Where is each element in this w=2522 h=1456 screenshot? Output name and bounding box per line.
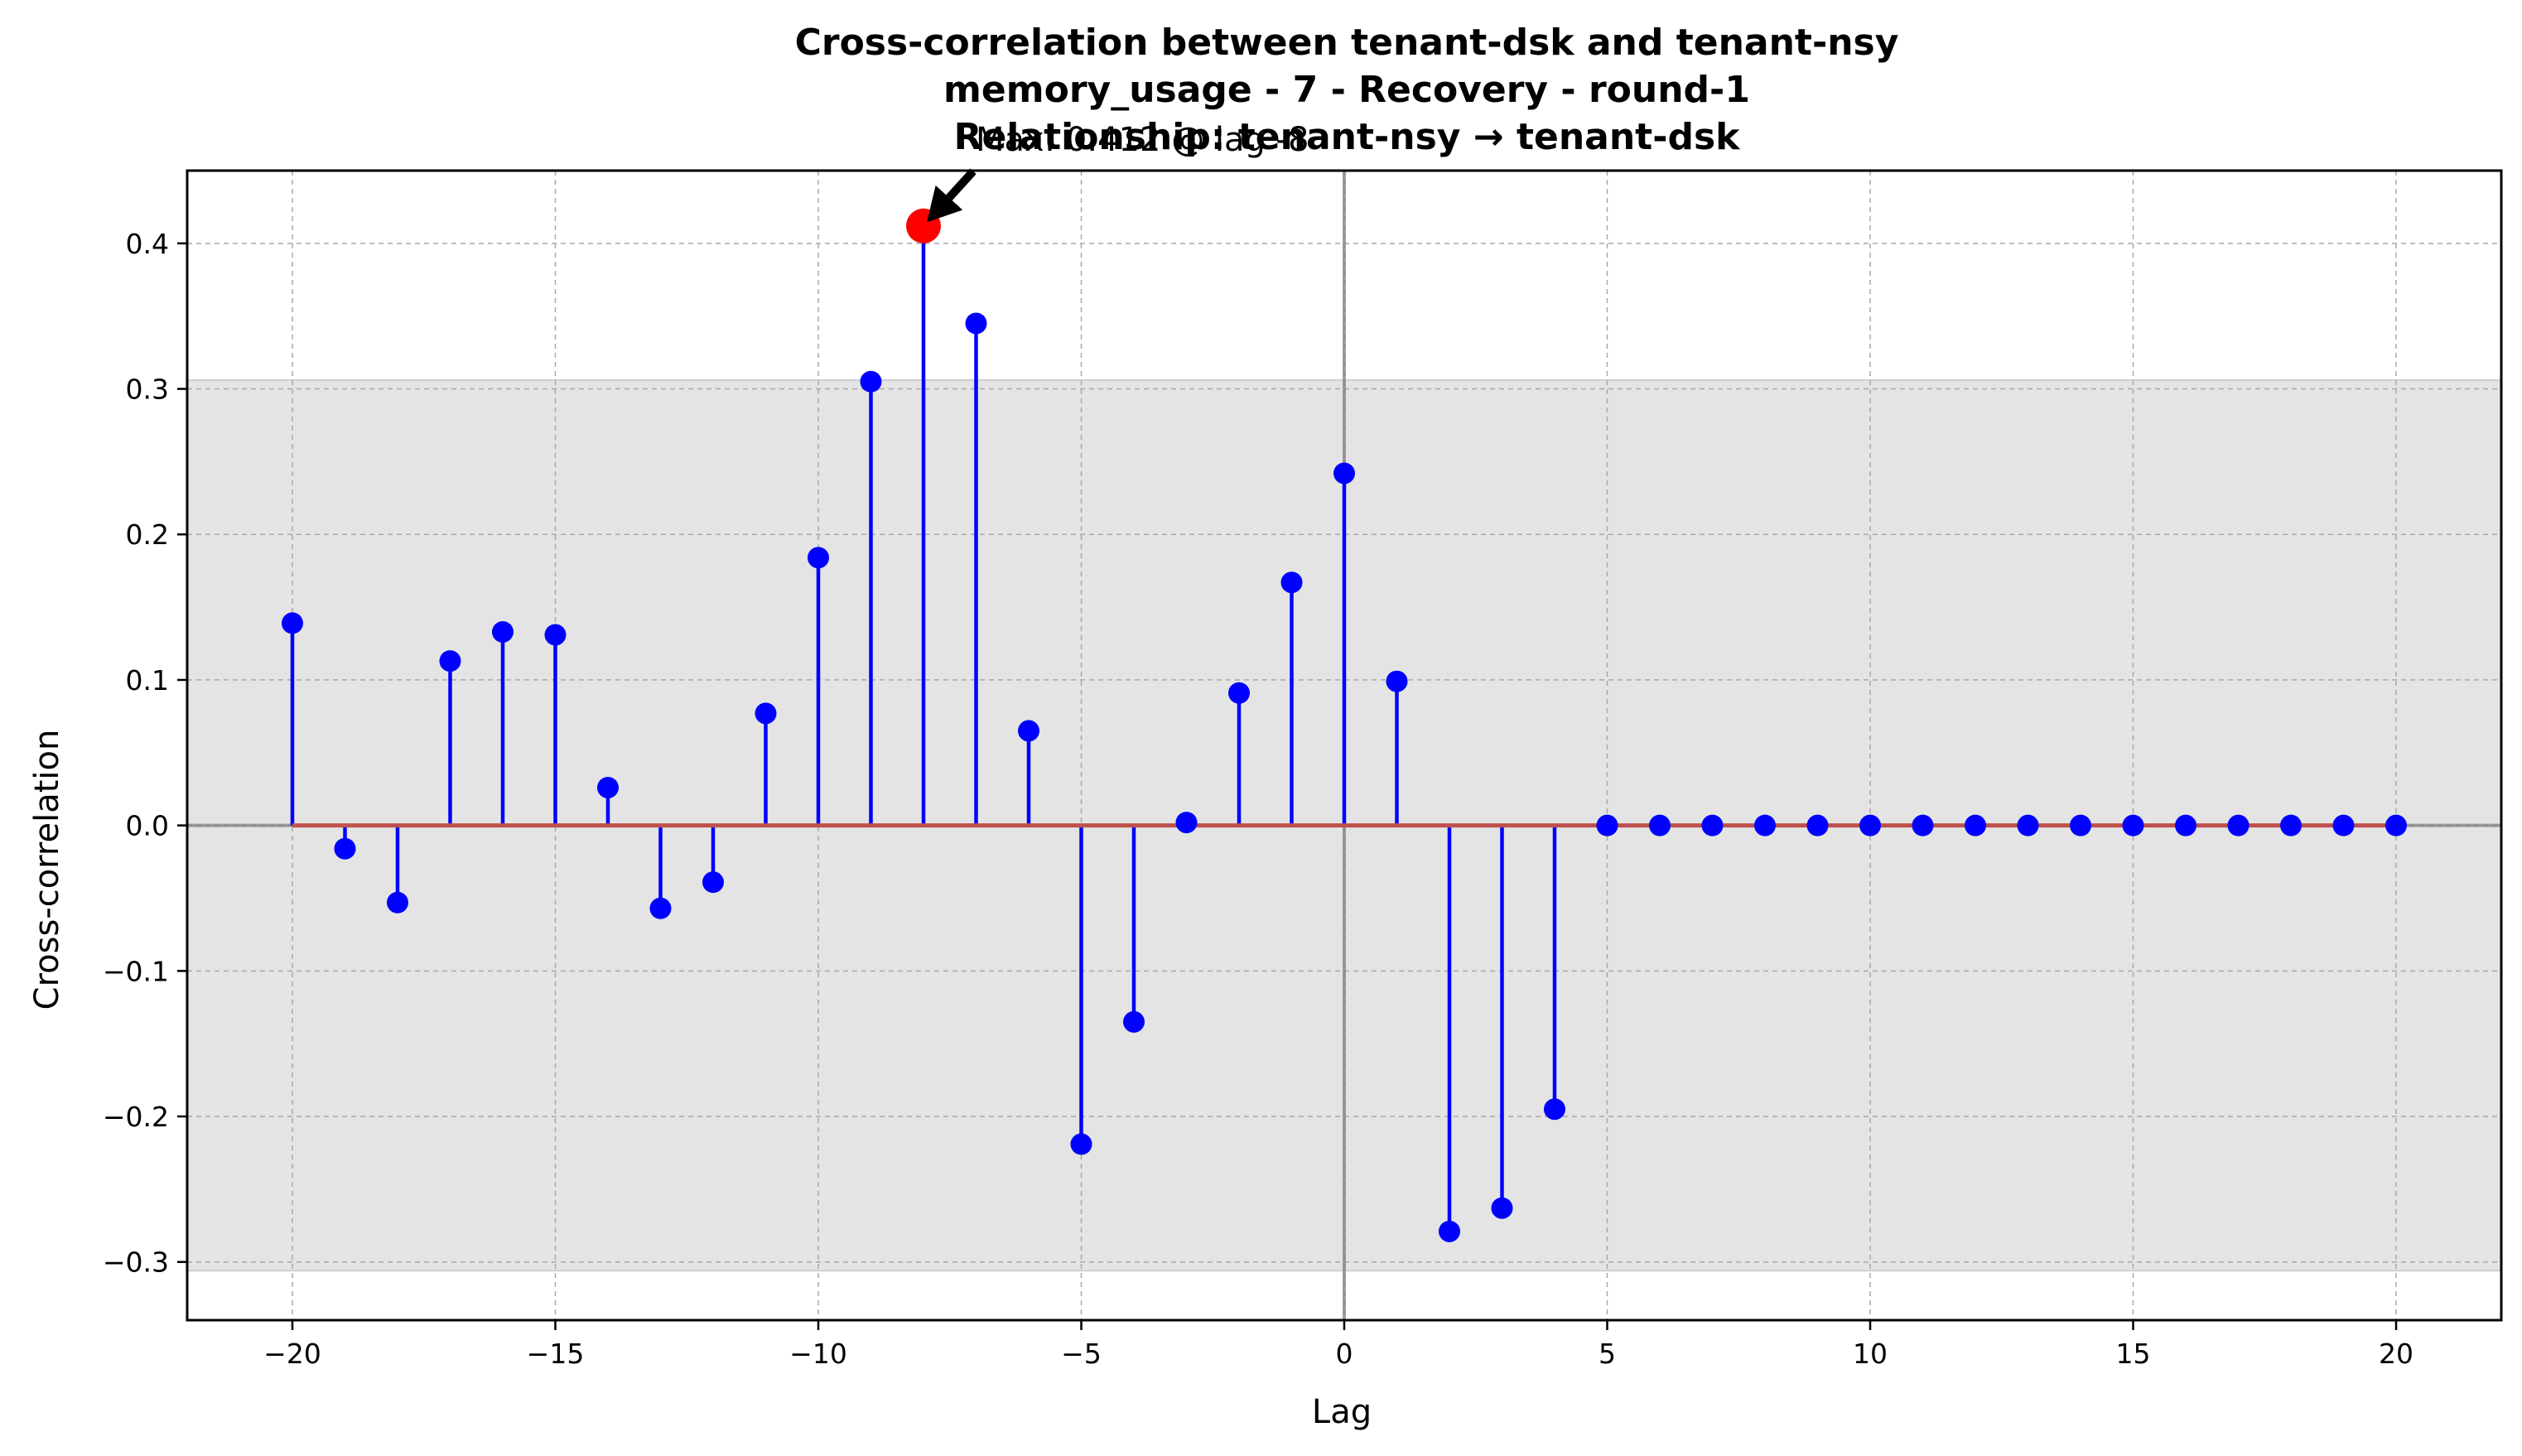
data-point [860, 370, 882, 393]
data-point [965, 312, 987, 335]
data-point [2332, 814, 2355, 836]
data-point [2385, 814, 2407, 836]
data-point [1544, 1098, 1565, 1121]
x-ticks-layer: −20 −15 −10 −5 0 5 10 15 20 [263, 1320, 2414, 1370]
data-point [544, 624, 567, 646]
data-point [755, 702, 777, 725]
data-point [1491, 1197, 1513, 1219]
x-tick-label: 10 [1853, 1338, 1888, 1370]
data-point [1228, 682, 1250, 704]
data-point [1018, 720, 1039, 742]
y-tick-label: 0.0 [126, 810, 169, 842]
data-point [1806, 814, 1829, 836]
data-point [2227, 814, 2250, 836]
data-point [1439, 1220, 1460, 1242]
x-tick-label: −20 [263, 1338, 321, 1370]
x-tick-label: 0 [1336, 1338, 1353, 1370]
y-ticks-layer: −0.3 −0.2 −0.1 0.0 0.1 0.2 0.3 0.4 [103, 228, 187, 1279]
data-point [1386, 670, 1408, 692]
data-point [1859, 814, 1881, 836]
y-tick-label: −0.1 [103, 955, 169, 987]
data-point [1070, 1133, 1092, 1155]
data-point [1280, 571, 1303, 594]
x-tick-label: 20 [2379, 1338, 2414, 1370]
data-point [2122, 814, 2144, 836]
max-annotation: Max: 0.412 @ lag -8 [976, 121, 1309, 159]
y-tick-label: −0.3 [103, 1246, 169, 1279]
data-point [808, 547, 829, 569]
data-point [1701, 814, 1724, 836]
data-point [597, 776, 619, 798]
data-point [1175, 812, 1198, 834]
x-tick-label: 5 [1599, 1338, 1616, 1370]
data-point [649, 897, 672, 919]
chart-title-line-1: Cross-correlation between tenant-dsk and… [795, 22, 1899, 64]
y-tick-label: 0.4 [126, 228, 169, 260]
data-point [439, 650, 461, 673]
data-point [387, 891, 408, 914]
annotation-arrow-shaft [946, 168, 976, 201]
data-point [282, 612, 303, 634]
x-tick-label: 15 [2116, 1338, 2151, 1370]
data-point [1912, 814, 1934, 836]
data-point [1596, 814, 1618, 836]
y-tick-label: 0.3 [126, 374, 169, 406]
data-point [1649, 814, 1671, 836]
data-point [2175, 814, 2197, 836]
x-tick-label: −10 [789, 1338, 847, 1370]
markers-layer [282, 215, 2407, 1242]
data-point [1333, 462, 1355, 485]
max-layer [906, 168, 976, 243]
chart-title-line-3: Relationship: tenant-nsy → tenant-dsk [954, 116, 1742, 158]
data-point [702, 871, 724, 894]
data-point [334, 837, 356, 860]
stems-layer [290, 225, 1557, 1232]
y-tick-label: 0.2 [126, 518, 169, 551]
data-point [2017, 814, 2039, 836]
data-point [2070, 814, 2091, 836]
data-point [1123, 1010, 1145, 1033]
x-axis-label: Lag [1312, 1393, 1372, 1431]
x-tick-label: −5 [1061, 1338, 1102, 1370]
data-point [492, 620, 514, 643]
data-point [2280, 814, 2302, 836]
y-axis-label: Cross-correlation [28, 730, 66, 1010]
x-tick-label: −15 [527, 1338, 585, 1370]
annotation-arrow-head [927, 185, 963, 223]
y-tick-label: −0.2 [103, 1101, 169, 1133]
data-point [1965, 814, 1986, 836]
data-point [1754, 814, 1776, 836]
chart-title-line-2: memory_usage - 7 - Recovery - round-1 [943, 69, 1750, 111]
y-tick-label: 0.1 [126, 664, 169, 697]
